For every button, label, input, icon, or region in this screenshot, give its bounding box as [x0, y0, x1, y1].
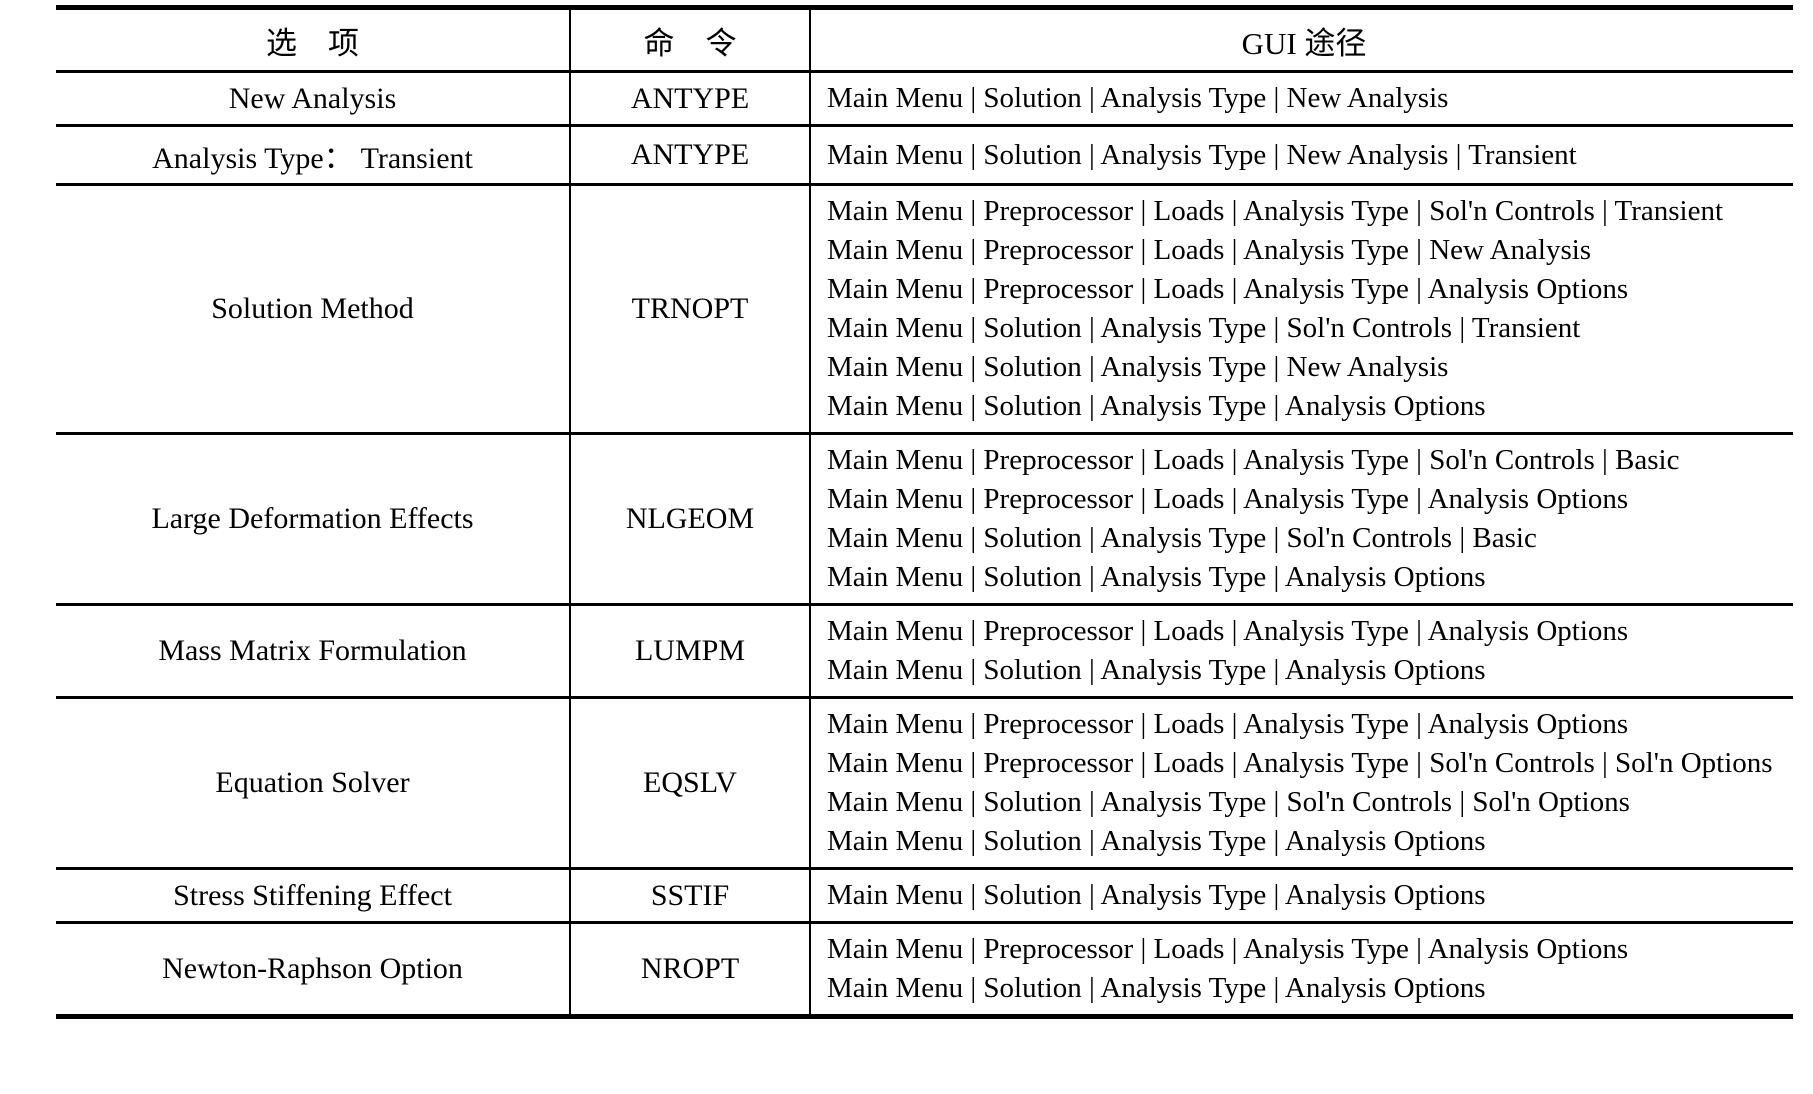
gui-path-cell: Main Menu | Preprocessor | Loads | Analy… [810, 605, 1793, 698]
option-cell: Newton-Raphson Option [56, 922, 571, 1017]
gui-path-line: Main Menu | Preprocessor | Loads | Analy… [827, 708, 1629, 740]
gui-path-cell: Main Menu | Preprocessor | Loads | Analy… [810, 185, 1793, 434]
table-row: Large Deformation Effects NLGEOM Main Me… [56, 433, 1793, 605]
gui-path-line: Main Menu | Preprocessor | Loads | Analy… [827, 234, 1592, 266]
gui-path-line: Main Menu | Preprocessor | Loads | Analy… [827, 195, 1724, 227]
command-cell: SSTIF [570, 868, 811, 923]
gui-path-cell: Main Menu | Solution | Analysis Type | A… [810, 869, 1793, 923]
command-cell: ANTYPE [570, 71, 811, 126]
option-cell: Solution Method [56, 184, 571, 434]
table-header-row: 选 项 命 令 GUI 途径 [56, 7, 1793, 72]
option-cell: New Analysis [56, 71, 571, 126]
header-option-cell: 选 项 [56, 7, 571, 72]
table-row: Mass Matrix Formulation LUMPM Main Menu … [56, 604, 1793, 698]
gui-path-cell: Main Menu | Preprocessor | Loads | Analy… [810, 698, 1793, 869]
command-cell: EQSLV [570, 697, 811, 869]
gui-path-line: Main Menu | Solution | Analysis Type | S… [827, 312, 1581, 344]
gui-path-line: Main Menu | Solution | Analysis Type | A… [827, 561, 1486, 593]
gui-path-line: Main Menu | Preprocessor | Loads | Analy… [827, 273, 1629, 305]
gui-path-line: Main Menu | Solution | Analysis Type | S… [827, 786, 1630, 818]
gui-path-line: Main Menu | Solution | Analysis Type | N… [827, 138, 1577, 171]
header-command-cell: 命 令 [570, 7, 811, 72]
command-cell: ANTYPE [570, 125, 811, 185]
gui-path-cell: Main Menu | Preprocessor | Loads | Analy… [810, 434, 1793, 605]
option-cell: Equation Solver [56, 697, 571, 869]
analysis-options-table: 选 项 命 令 GUI 途径 New Analysis ANTYPE Main … [56, 5, 1793, 1019]
gui-path-line: Main Menu | Solution | Analysis Type | A… [827, 972, 1486, 1004]
command-cell: NLGEOM [570, 433, 811, 605]
gui-path-line: Main Menu | Solution | Analysis Type | A… [827, 825, 1486, 857]
gui-path-line: Main Menu | Preprocessor | Loads | Analy… [827, 747, 1773, 779]
option-cell: Large Deformation Effects [56, 433, 571, 605]
gui-path-cell: Main Menu | Solution | Analysis Type | N… [810, 126, 1793, 185]
option-cell: Analysis Type： Transient [56, 125, 571, 185]
gui-path-line: Main Menu | Preprocessor | Loads | Analy… [827, 444, 1680, 476]
gui-path-line: Main Menu | Solution | Analysis Type | S… [827, 522, 1537, 554]
table-row: Stress Stiffening Effect SSTIF Main Menu… [56, 868, 1793, 923]
header-gui-path-cell: GUI 途径 [1241, 25, 1367, 61]
gui-path-line: Main Menu | Preprocessor | Loads | Analy… [827, 483, 1629, 515]
gui-path-line: Main Menu | Solution | Analysis Type | N… [827, 82, 1449, 114]
gui-path-line: Main Menu | Solution | Analysis Type | N… [827, 351, 1449, 383]
command-cell: LUMPM [570, 604, 811, 698]
table-row: Newton-Raphson Option NROPT Main Menu | … [56, 922, 1793, 1017]
gui-path-cell: Main Menu | Preprocessor | Loads | Analy… [810, 923, 1793, 1017]
gui-path-line: Main Menu | Solution | Analysis Type | A… [827, 879, 1486, 911]
table-row: New Analysis ANTYPE Main Menu | Solution… [56, 71, 1793, 126]
gui-path-cell: Main Menu | Solution | Analysis Type | N… [810, 72, 1793, 126]
command-cell: TRNOPT [570, 184, 811, 434]
table-row: Equation Solver EQSLV Main Menu | Prepro… [56, 697, 1793, 869]
option-cell: Mass Matrix Formulation [56, 604, 571, 698]
table-row: Solution Method TRNOPT Main Menu | Prepr… [56, 184, 1793, 434]
gui-path-line: Main Menu | Preprocessor | Loads | Analy… [827, 933, 1629, 965]
document-page: 选 项 命 令 GUI 途径 New Analysis ANTYPE Main … [0, 5, 1813, 1094]
option-cell: Stress Stiffening Effect [56, 868, 571, 923]
table-row: Analysis Type： Transient ANTYPE Main Men… [56, 125, 1793, 185]
gui-path-line: Main Menu | Preprocessor | Loads | Analy… [827, 615, 1629, 647]
command-cell: NROPT [570, 922, 811, 1017]
gui-path-line: Main Menu | Solution | Analysis Type | A… [827, 654, 1486, 686]
gui-path-line: Main Menu | Solution | Analysis Type | A… [827, 390, 1486, 422]
